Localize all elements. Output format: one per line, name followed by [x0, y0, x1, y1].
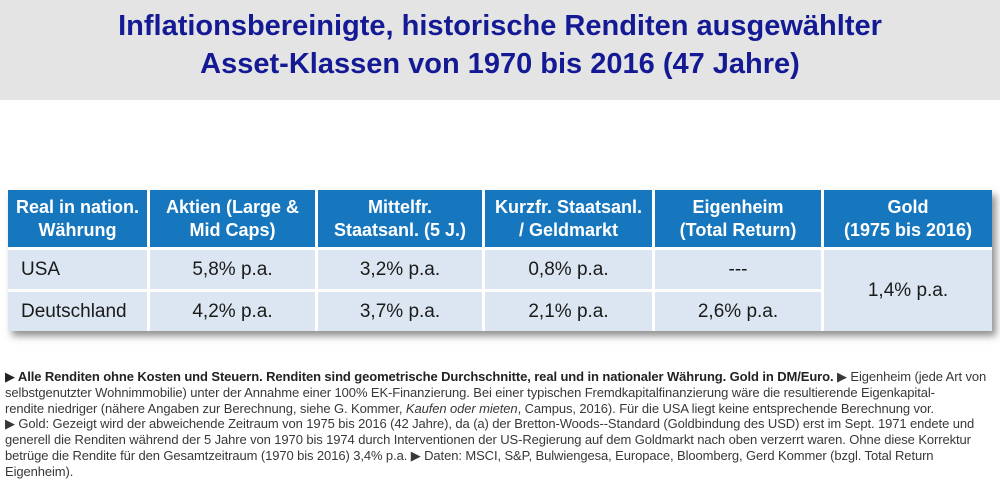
cell-germany-equities: 4,2% p.a.	[150, 292, 315, 331]
cell-usa-home: ---	[655, 250, 821, 289]
page-title-line1: Inflationsbereinigte, historische Rendit…	[118, 10, 882, 42]
col-header-equities: Aktien (Large & Mid Caps)	[150, 190, 315, 247]
cell-germany-shortterm-bonds: 2,1% p.a.	[485, 292, 652, 331]
col-header-shortterm-bonds: Kurzfr. Staatsanl. / Geldmarkt	[485, 190, 652, 247]
footnote-line: rendite niedriger (nähere Angaben zur Be…	[5, 400, 935, 416]
cell-usa-shortterm-bonds: 0,8% p.a.	[485, 250, 652, 289]
row-label-usa: USA	[8, 250, 147, 289]
cell-usa-midterm-bonds: 3,2% p.a.	[318, 250, 482, 289]
cell-germany-home: 2,6% p.a.	[655, 292, 821, 331]
cell-germany-midterm-bonds: 3,7% p.a.	[318, 292, 482, 331]
footnote-line: ▶ Alle Renditen ohne Kosten und Steuern.…	[5, 369, 987, 384]
col-header-midterm-bonds: Mittelfr. Staatsanl. (5 J.)	[318, 190, 482, 247]
title-band: Inflationsbereinigte, historische Rendit…	[0, 0, 1000, 100]
col-header-home: Eigenheim (Total Return)	[655, 190, 821, 247]
col-header-gold: Gold (1975 bis 2016)	[824, 190, 992, 247]
page-title-line2: Asset-Klassen von 1970 bis 2016 (47 Jahr…	[200, 48, 800, 80]
row-label-germany: Deutschland	[8, 292, 147, 331]
footnote-line: Eigenheim).	[5, 463, 74, 479]
footnote-line: ▶ Gold: Gezeigt wird der abweichende Zei…	[5, 416, 975, 432]
footnote-line: selbstgenutzter Wohnimmobilie) unter der…	[5, 384, 935, 400]
returns-table: Real in nation. Währung Aktien (Large & …	[8, 190, 992, 331]
footnote-line: generell die Renditen während der 5 Jahr…	[5, 432, 971, 448]
footnotes: ▶ Alle Renditen ohne Kosten und Steuern.…	[5, 369, 997, 480]
cell-gold-merged: 1,4% p.a.	[824, 250, 992, 331]
footnote-line: betrüge die Rendite für den Gesamtzeitra…	[5, 447, 934, 463]
col-header-currency: Real in nation. Währung	[8, 190, 147, 247]
cell-usa-equities: 5,8% p.a.	[150, 250, 315, 289]
